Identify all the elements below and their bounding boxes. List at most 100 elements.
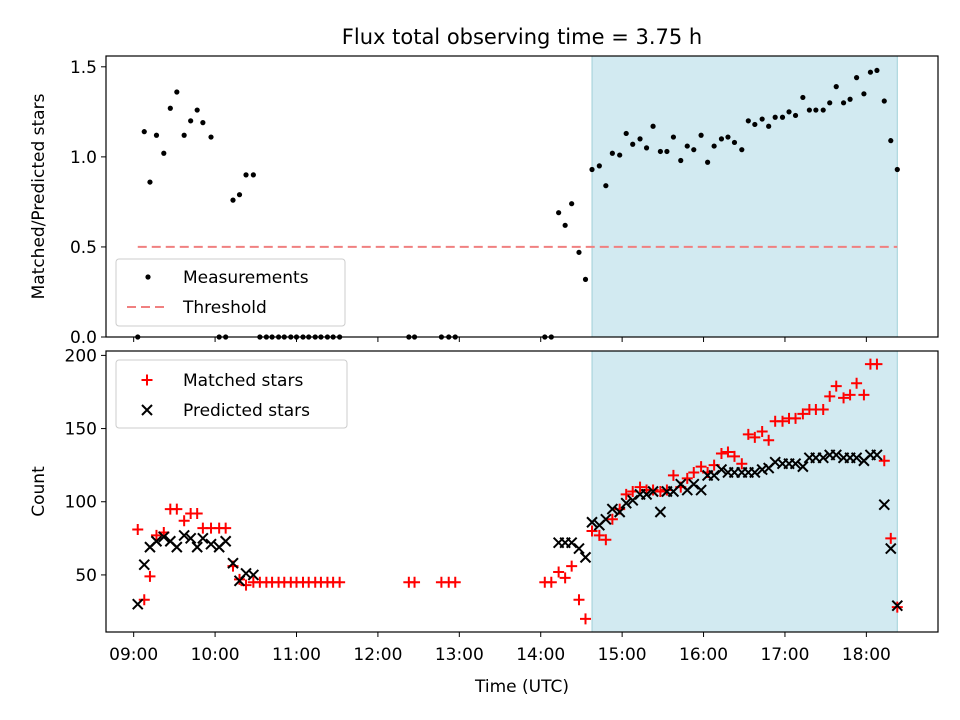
predicted-star-point bbox=[613, 506, 626, 518]
measurement-point bbox=[194, 107, 200, 113]
x-tick-label: 15:00 bbox=[598, 645, 647, 665]
matched-star-point bbox=[667, 469, 679, 481]
predicted-star-point bbox=[620, 497, 632, 509]
matched-star-point bbox=[654, 486, 666, 497]
measurement-point bbox=[684, 143, 690, 149]
matched-star-point bbox=[606, 513, 618, 525]
predicted-star-point bbox=[688, 478, 700, 490]
measurement-point bbox=[806, 107, 812, 113]
matched-star-point bbox=[688, 466, 700, 478]
measurement-point bbox=[698, 132, 704, 138]
legend-label-threshold: Threshold bbox=[182, 298, 267, 318]
measurement-point bbox=[623, 130, 629, 137]
x-tick-label: 12:00 bbox=[353, 645, 402, 665]
predicted-star-point bbox=[695, 484, 707, 496]
predicted-star-point bbox=[565, 537, 578, 549]
y-tick-label: 0.5 bbox=[70, 238, 97, 258]
matched-star-point bbox=[749, 431, 761, 443]
matched-star-point bbox=[545, 576, 557, 588]
measurement-point bbox=[820, 107, 826, 113]
measurement-point bbox=[813, 107, 819, 113]
matched-star-point bbox=[871, 358, 883, 370]
y-tick-label: 0.0 bbox=[70, 328, 97, 348]
measurement-point bbox=[603, 183, 609, 189]
predicted-star-point bbox=[579, 551, 592, 564]
matched-star-point bbox=[573, 594, 585, 606]
x-tick-label: 10:00 bbox=[191, 645, 240, 665]
y-axis-label: Count bbox=[29, 466, 49, 517]
measurement-point bbox=[562, 222, 568, 228]
legend-marker-predicted bbox=[141, 404, 153, 416]
matched-star-point bbox=[756, 425, 768, 437]
measurement-point bbox=[630, 141, 636, 147]
measurement-point bbox=[759, 116, 765, 122]
measurement-point bbox=[643, 145, 650, 151]
measurement-point bbox=[576, 249, 582, 255]
predicted-star-point bbox=[171, 541, 183, 553]
measurement-point bbox=[596, 163, 602, 169]
x-tick-label: 09:00 bbox=[109, 645, 158, 665]
measurement-point bbox=[779, 114, 786, 120]
measurement-point bbox=[167, 105, 173, 111]
predicted-star-point bbox=[586, 516, 598, 528]
matched-star-point bbox=[790, 412, 802, 424]
measurement-point bbox=[853, 75, 860, 81]
y-tick-label: 1.5 bbox=[70, 58, 97, 78]
legend-box bbox=[115, 258, 346, 327]
predicted-star-point bbox=[654, 506, 667, 518]
measurement-point bbox=[617, 152, 623, 158]
measurement-point bbox=[556, 210, 562, 216]
measurement-point bbox=[664, 148, 670, 155]
matched-star-point bbox=[824, 390, 836, 402]
matched-star-point bbox=[171, 503, 183, 515]
matched-star-point bbox=[144, 570, 156, 582]
matched-star-point bbox=[593, 529, 605, 541]
x-tick-label: 11:00 bbox=[272, 645, 321, 665]
predicted-star-point bbox=[138, 558, 150, 571]
x-axis-label: Time (UTC) bbox=[474, 677, 569, 697]
measurement-point bbox=[243, 172, 249, 178]
matched-star-point bbox=[777, 415, 789, 427]
measurement-point bbox=[705, 159, 711, 165]
predicted-star-point bbox=[749, 466, 761, 479]
y-tick-label: 150 bbox=[65, 420, 97, 440]
legend-label-measurements: Measurements bbox=[183, 268, 309, 288]
measurement-point bbox=[745, 118, 751, 124]
measurement-point bbox=[874, 67, 880, 74]
measurement-point bbox=[752, 121, 758, 128]
predicted-star-point bbox=[885, 542, 897, 555]
measurement-point bbox=[208, 134, 214, 140]
matched-star-point bbox=[220, 522, 232, 534]
measurement-point bbox=[141, 129, 147, 135]
predicted-star-point bbox=[184, 532, 197, 545]
measurement-point bbox=[188, 118, 194, 124]
measurement-point bbox=[731, 139, 738, 146]
axes-frame bbox=[105, 55, 939, 338]
measurement-point bbox=[236, 192, 243, 198]
predicted-star-point bbox=[132, 598, 144, 610]
measurement-point bbox=[161, 150, 167, 156]
matched-star-point bbox=[191, 507, 203, 519]
predicted-star-point bbox=[715, 463, 728, 476]
matched-star-point bbox=[838, 392, 850, 404]
matched-star-point bbox=[579, 613, 591, 625]
matched-star-point bbox=[715, 447, 727, 459]
x-tick-label: 16:00 bbox=[679, 645, 728, 665]
predicted-star-point bbox=[227, 557, 239, 569]
measurement-point bbox=[147, 179, 153, 185]
matched-star-point bbox=[681, 472, 693, 484]
predicted-star-point bbox=[789, 457, 802, 470]
predicted-star-point bbox=[600, 513, 612, 526]
measurement-point bbox=[861, 91, 867, 97]
matched-star-point bbox=[409, 576, 421, 588]
matched-star-point bbox=[600, 534, 612, 546]
measurement-point bbox=[894, 166, 900, 173]
matched-star-point bbox=[878, 455, 890, 467]
matched-star-point bbox=[817, 404, 829, 416]
predicted-star-point bbox=[150, 535, 163, 547]
predicted-star-point bbox=[219, 535, 232, 547]
matched-star-point bbox=[736, 458, 748, 470]
matched-star-point bbox=[647, 484, 659, 496]
measurement-point bbox=[833, 84, 839, 90]
